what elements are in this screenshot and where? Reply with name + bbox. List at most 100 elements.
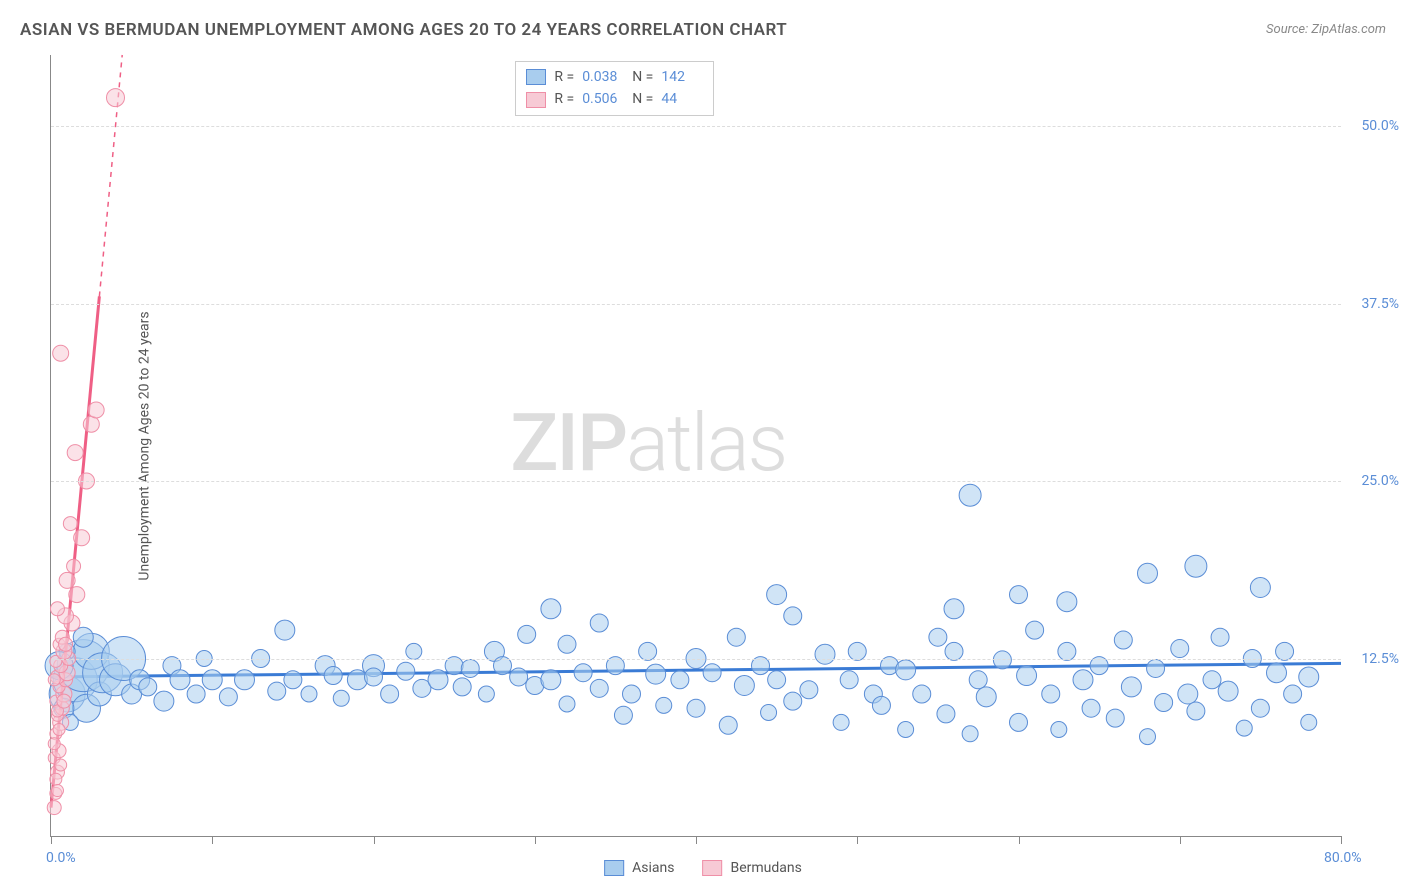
data-point — [397, 662, 415, 680]
data-point — [574, 664, 592, 682]
x-tick — [212, 836, 213, 844]
data-point — [1250, 578, 1270, 598]
data-point — [784, 607, 802, 625]
legend-n-value: 44 — [661, 88, 703, 110]
data-point — [898, 722, 914, 738]
data-point — [518, 625, 536, 643]
data-point — [1267, 663, 1287, 683]
data-point — [833, 714, 849, 730]
data-point — [1057, 592, 1077, 612]
data-point — [767, 585, 787, 605]
data-point — [365, 668, 383, 686]
data-point — [1138, 563, 1158, 583]
data-point — [1155, 694, 1173, 712]
data-point — [63, 517, 77, 531]
x-tick — [1341, 836, 1342, 844]
data-point — [541, 670, 561, 690]
data-point — [48, 738, 60, 750]
y-tick-label: 37.5% — [1361, 296, 1399, 312]
data-point — [50, 602, 64, 616]
data-point — [1042, 685, 1060, 703]
x-tick — [535, 836, 536, 844]
gridline — [51, 126, 1341, 127]
data-point — [719, 716, 737, 734]
data-point — [478, 686, 494, 702]
data-point — [268, 682, 286, 700]
swatch-icon — [526, 69, 546, 85]
data-point — [347, 670, 367, 690]
legend-item: Asians — [604, 860, 674, 876]
legend-n-value: 142 — [661, 66, 703, 88]
data-point — [623, 685, 641, 703]
data-point — [83, 416, 99, 432]
data-point — [959, 484, 981, 506]
data-point — [590, 614, 608, 632]
data-point — [1010, 713, 1028, 731]
legend-item: Bermudans — [702, 860, 801, 876]
data-point — [1185, 555, 1207, 577]
data-point — [558, 635, 576, 653]
data-point — [671, 671, 689, 689]
data-point — [1017, 666, 1037, 686]
data-point — [761, 704, 777, 720]
data-point — [734, 675, 754, 695]
data-point — [139, 678, 157, 696]
data-point — [944, 599, 964, 619]
data-point — [896, 660, 916, 680]
x-axis-max-label: 80.0% — [1324, 850, 1362, 866]
data-point — [784, 692, 802, 710]
data-point — [324, 667, 342, 685]
legend-r-value: 0.506 — [582, 88, 624, 110]
data-point — [69, 587, 85, 603]
data-point — [51, 785, 63, 797]
data-point — [381, 685, 399, 703]
data-point — [59, 572, 75, 588]
data-point — [1171, 640, 1189, 658]
y-tick-label: 50.0% — [1361, 118, 1399, 134]
data-point — [840, 671, 858, 689]
data-point — [187, 685, 205, 703]
data-point — [1211, 628, 1229, 646]
data-point — [202, 670, 222, 690]
data-point — [993, 651, 1011, 669]
data-point — [962, 726, 978, 742]
data-point — [1121, 677, 1141, 697]
legend-row: R = 0.506 N = 44 — [526, 88, 703, 110]
data-point — [67, 445, 83, 461]
y-tick-label: 12.5% — [1361, 651, 1399, 667]
y-tick-label: 25.0% — [1361, 473, 1399, 489]
data-point — [969, 671, 987, 689]
data-point — [1073, 670, 1093, 690]
data-point — [1299, 667, 1319, 687]
data-point — [55, 759, 67, 771]
data-point — [559, 696, 575, 712]
x-tick — [1180, 836, 1181, 844]
legend-n-label: N = — [632, 88, 653, 110]
plot-area: ZIPatlas R = 0.038 N = 142 R = 0.506 N =… — [50, 55, 1341, 837]
data-point — [614, 706, 632, 724]
data-point — [687, 699, 705, 717]
x-tick — [374, 836, 375, 844]
legend-series: Asians Bermudans — [604, 860, 802, 876]
data-point — [1010, 586, 1028, 604]
legend-r-label: R = — [554, 88, 574, 110]
data-point — [275, 620, 295, 640]
data-point — [1106, 709, 1124, 727]
x-tick — [1019, 836, 1020, 844]
data-point — [1301, 714, 1317, 730]
source-credit: Source: ZipAtlas.com — [1266, 22, 1386, 37]
data-point — [301, 686, 317, 702]
data-point — [1114, 631, 1132, 649]
data-point — [67, 559, 81, 573]
data-point — [929, 628, 947, 646]
data-point — [219, 688, 237, 706]
data-point — [1140, 729, 1156, 745]
x-axis-origin-label: 0.0% — [46, 850, 76, 866]
data-point — [768, 671, 786, 689]
data-point — [1051, 722, 1067, 738]
legend-label: Asians — [632, 860, 674, 876]
data-point — [53, 345, 69, 361]
data-point — [53, 724, 65, 736]
data-point — [461, 659, 479, 677]
chart-svg — [51, 55, 1341, 836]
